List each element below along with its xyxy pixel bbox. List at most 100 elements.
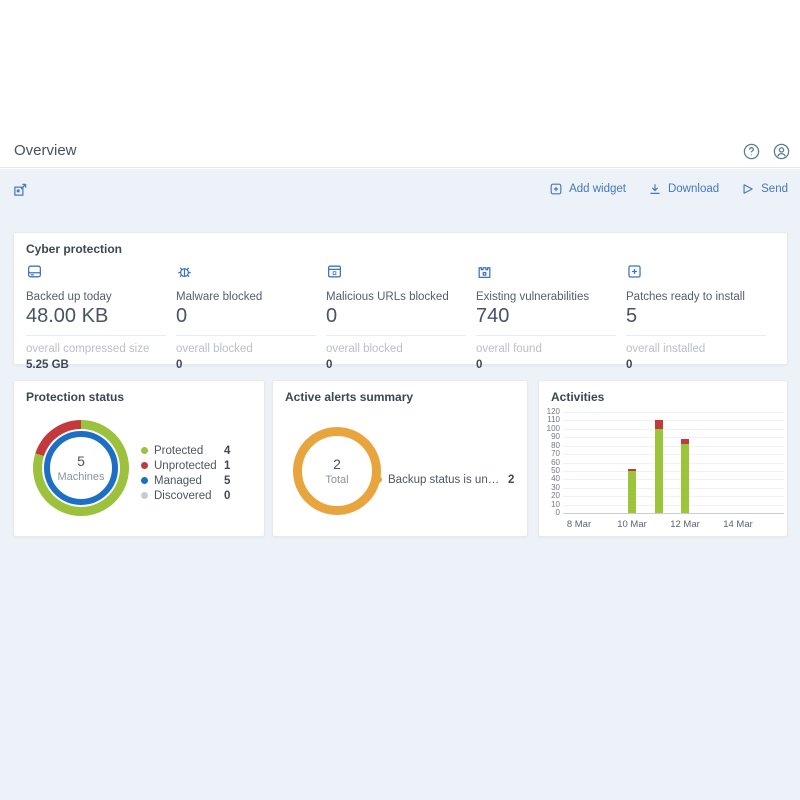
y-tick-label: 30 — [551, 482, 560, 492]
legend-item-managed[interactable]: Managed 5 — [141, 473, 230, 488]
y-tick-label: 10 — [551, 499, 560, 509]
gridline — [563, 445, 784, 447]
active-alerts-card: Active alerts summary 2 Total Backup sta… — [272, 380, 528, 537]
y-tick-label: 80 — [551, 440, 560, 450]
activity-bar[interactable] — [681, 438, 689, 513]
bar-segment-red — [681, 438, 689, 444]
alerts-legend: Backup status is unkno... 2 — [375, 472, 523, 487]
alerts-donut[interactable]: 2 Total — [293, 427, 381, 515]
x-axis: 8 Mar 10 Mar 12 Mar 14 Mar — [563, 519, 784, 533]
protection-donut[interactable]: 5 Machines — [33, 420, 129, 516]
legend-item-protected[interactable]: Protected 4 — [141, 443, 230, 458]
activities-chart[interactable]: 0 10 20 30 40 50 60 70 80 90 100 110 120 8 Mar 10 Mar… — [539, 381, 789, 538]
download-button[interactable]: Download — [648, 182, 719, 196]
metric-malware-blocked[interactable]: Malware blocked 0 overall blocked 0 — [176, 263, 316, 371]
gridline — [563, 479, 784, 481]
metric-label: Patches ready to install — [626, 291, 745, 303]
legend-item-backup-status[interactable]: Backup status is unkno... 2 — [375, 472, 523, 487]
bar-segment-green — [628, 470, 636, 513]
bug-icon — [176, 263, 193, 280]
y-tick-label: 0 — [555, 508, 560, 517]
y-tick-label: 20 — [551, 491, 560, 501]
gridline — [563, 470, 784, 472]
metric-value: 48.00 KB — [26, 305, 109, 327]
metric-sublabel: overall installed — [626, 343, 706, 355]
gridline — [563, 412, 784, 413]
legend-item-unprotected[interactable]: Unprotected 1 — [141, 458, 230, 473]
download-label: Download — [667, 183, 720, 195]
y-tick-label: 40 — [551, 474, 560, 484]
metric-subvalue: 0 — [476, 359, 483, 371]
gridline — [563, 487, 784, 489]
gridline — [563, 513, 784, 514]
y-tick-label: 90 — [551, 432, 560, 442]
activities-title: Activities — [551, 390, 605, 404]
metric-existing-vulnerabilities[interactable]: Existing vulnerabilities 740 overall fou… — [476, 263, 616, 371]
metric-value: 0 — [326, 305, 338, 327]
y-tick-label: 100 — [546, 423, 560, 433]
protected-dot — [141, 447, 148, 454]
popout-icon[interactable] — [13, 182, 28, 197]
protection-legend: Protected 4 Unprotected 1 Managed 5 Disc… — [141, 443, 230, 503]
gridline — [563, 496, 784, 498]
legend-item-discovered[interactable]: Discovered 0 — [141, 488, 230, 503]
bar-segment-green — [654, 428, 663, 513]
managed-ring — [44, 431, 118, 505]
alert-dot — [375, 476, 382, 483]
machines-count: 5 — [77, 453, 85, 469]
add-widget-button[interactable]: Add widget — [549, 182, 626, 196]
x-tick-label: 10 Mar — [617, 519, 647, 530]
metric-sublabel: overall compressed size — [26, 343, 150, 355]
metric-subvalue: 0 — [176, 359, 183, 371]
metric-sublabel: overall found — [476, 343, 542, 355]
send-button[interactable]: Send — [741, 182, 788, 196]
vulnerability-icon — [476, 263, 493, 280]
y-tick-label: 50 — [551, 465, 560, 475]
metric-backed-up-today[interactable]: Backed up today 48.00 KB overall compres… — [26, 263, 166, 371]
protection-status-card: Protection status 5 Machines Protected 4… — [13, 380, 265, 537]
active-alerts-title: Active alerts summary — [285, 390, 414, 404]
backup-drive-icon — [26, 263, 43, 280]
add-widget-label: Add widget — [569, 183, 626, 195]
metric-value: 0 — [176, 305, 188, 327]
bar-segment-red — [628, 469, 636, 471]
cyber-protection-card: Cyber protection Backed up today 48.00 K… — [13, 232, 788, 371]
metric-sublabel: overall blocked — [326, 343, 403, 355]
help-icon[interactable] — [743, 143, 760, 160]
machines-label: Machines — [57, 471, 105, 483]
activities-card: Activities 0 10 20 30 40 50 60 70 80 90 100 110 120 … — [538, 380, 788, 537]
gridline — [563, 454, 784, 456]
metric-subvalue: 0 — [626, 359, 633, 371]
x-tick-label: 8 Mar — [566, 519, 592, 530]
divider — [176, 335, 316, 336]
bar-segment-green — [681, 443, 689, 513]
metric-malicious-urls-blocked[interactable]: Malicious URLs blocked 0 overall blocked… — [326, 263, 466, 371]
y-tick-label: 70 — [551, 449, 560, 459]
metric-subvalue: 0 — [326, 359, 333, 371]
download-icon — [650, 184, 660, 194]
x-tick-label: 14 Mar — [723, 519, 753, 530]
gridline — [563, 420, 784, 422]
divider — [626, 335, 766, 336]
patch-icon — [626, 263, 643, 280]
page-title: Overview — [14, 142, 77, 159]
metric-label: Existing vulnerabilities — [476, 291, 590, 303]
unprotected-dot — [141, 462, 148, 469]
metric-sublabel: overall blocked — [176, 343, 253, 355]
managed-dot — [141, 477, 148, 484]
x-tick-label: 12 Mar — [670, 519, 700, 530]
y-axis: 0 10 20 30 40 50 60 70 80 90 100 110 120 — [539, 408, 560, 517]
account-icon[interactable] — [773, 143, 790, 160]
metric-label: Backed up today — [26, 291, 112, 303]
metric-label: Malicious URLs blocked — [326, 291, 449, 303]
metric-value: 740 — [476, 305, 510, 327]
alerts-label: Total — [325, 474, 349, 486]
activity-bar[interactable] — [628, 469, 636, 513]
gridline — [563, 437, 784, 439]
toolbar-actions: Add widget Download Send — [549, 182, 788, 196]
y-tick-label: 110 — [547, 415, 560, 425]
metric-patches-ready[interactable]: Patches ready to install 5 overall insta… — [626, 263, 766, 371]
activity-bar[interactable] — [654, 419, 663, 513]
metric-value: 5 — [626, 305, 638, 327]
